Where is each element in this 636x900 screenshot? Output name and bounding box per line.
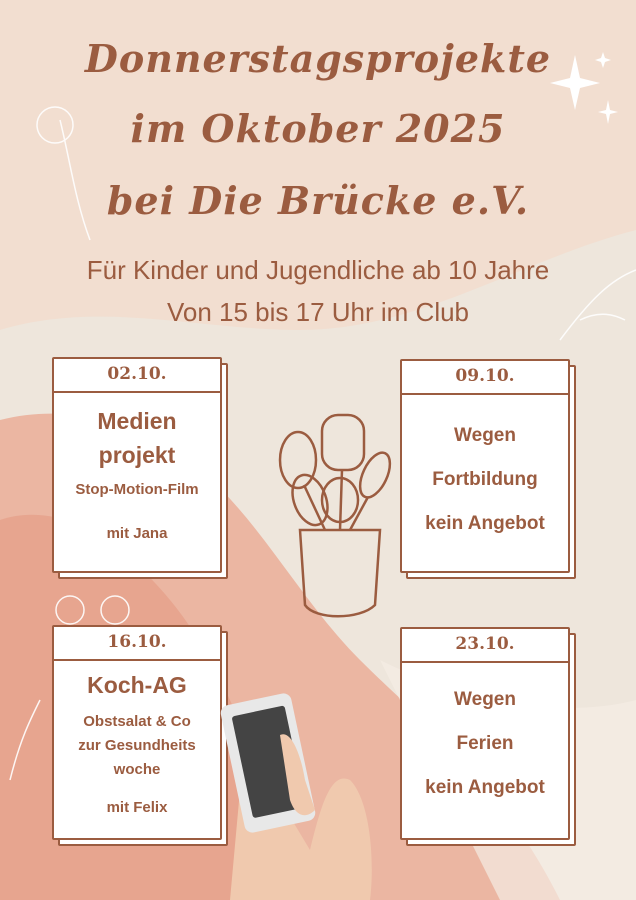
card-detail: woche bbox=[113, 761, 161, 778]
card-date: 16.10. bbox=[52, 625, 222, 661]
flower-icon bbox=[9, 106, 636, 781]
subtitle-line-2: Von 15 bis 17 Uhr im Club bbox=[166, 297, 470, 327]
card-line: Ferien bbox=[456, 733, 514, 754]
card-title: Koch-AG bbox=[87, 672, 187, 698]
card-line: Wegen bbox=[454, 425, 516, 446]
title-line-2: im Oktober 2025 bbox=[130, 106, 506, 151]
sparkle-icon bbox=[550, 52, 618, 124]
subtitle-line-1: Für Kinder und Jugendliche ab 10 Jahre bbox=[86, 255, 550, 285]
card-host: mit Jana bbox=[106, 525, 168, 542]
phone-in-hand-icon bbox=[220, 693, 372, 900]
card-line: Wegen bbox=[454, 689, 516, 710]
card-title: projekt bbox=[98, 442, 176, 468]
card-date: 09.10. bbox=[400, 359, 570, 395]
card-title: Medien bbox=[97, 408, 177, 434]
card-line: Fortbildung bbox=[432, 469, 538, 490]
card-detail: Obstsalat & Co bbox=[83, 713, 191, 730]
card-line: kein Angebot bbox=[425, 513, 545, 534]
title-line-3: bei Die Brücke e.V. bbox=[106, 178, 530, 223]
calendar-card-0210: 02.10. Medien projekt Stop-Motion-Film m… bbox=[52, 357, 228, 579]
card-detail: Stop-Motion-Film bbox=[75, 481, 199, 498]
card-line: kein Angebot bbox=[425, 777, 545, 798]
calendar-card-0910: 09.10. Wegen Fortbildung kein Angebot bbox=[400, 359, 576, 579]
calendar-card-2310: 23.10. Wegen Ferien kein Angebot bbox=[400, 627, 576, 846]
card-host: mit Felix bbox=[106, 799, 168, 816]
card-detail: zur Gesundheits bbox=[78, 737, 196, 754]
card-date: 02.10. bbox=[52, 357, 222, 393]
card-date: 23.10. bbox=[400, 627, 570, 663]
kitchen-utensils-icon bbox=[278, 413, 392, 618]
calendar-card-1610: 16.10. Koch-AG Obstsalat & Co zur Gesund… bbox=[52, 625, 228, 846]
title-line-1: Donnerstagsprojekte bbox=[84, 36, 552, 81]
